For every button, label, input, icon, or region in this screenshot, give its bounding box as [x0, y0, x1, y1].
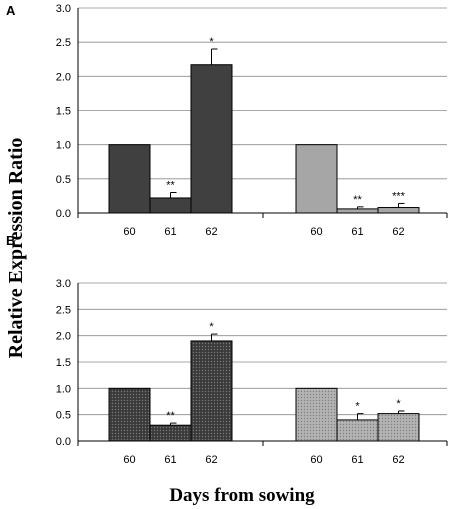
x-tick-label: 60 — [310, 454, 322, 466]
x-tick-label: 60 — [123, 454, 135, 466]
bar — [295, 387, 338, 442]
y-tick-label: 2.5 — [56, 304, 71, 316]
x-tick-label: 61 — [164, 226, 176, 238]
x-tick-label: 62 — [392, 454, 404, 466]
significance-marker: * — [209, 321, 214, 333]
y-tick-label: 2.0 — [56, 331, 71, 343]
bar — [336, 208, 379, 214]
bar — [336, 419, 379, 442]
panel-a: A 0.0 0.5 1.0 1.5 2.0 2.5 3.0 60 ** 61 * 62 60 ** 61 ***… — [6, 3, 448, 238]
y-tick-label: 2.0 — [56, 71, 71, 83]
significance-marker: * — [355, 401, 360, 413]
bar — [149, 424, 192, 442]
x-axis-title: Days from sowing — [169, 485, 315, 506]
bar — [295, 144, 338, 214]
bar — [190, 340, 233, 442]
significance-marker: * — [209, 36, 214, 48]
y-tick-label: 0.5 — [56, 410, 71, 422]
x-tick-label: 61 — [164, 454, 176, 466]
bar — [377, 413, 420, 442]
bar — [108, 144, 151, 214]
y-tick-label: 1.5 — [56, 357, 71, 369]
x-tick-label: 62 — [392, 226, 404, 238]
significance-marker: ** — [166, 180, 175, 192]
y-tick-label: 1.0 — [56, 383, 71, 395]
x-tick-label: 62 — [205, 226, 217, 238]
bar — [149, 197, 192, 214]
significance-marker: * — [396, 398, 401, 410]
y-tick-label: 3.0 — [56, 278, 71, 290]
bar — [108, 387, 151, 442]
x-tick-label: 61 — [351, 454, 363, 466]
significance-marker: ** — [166, 410, 175, 422]
y-tick-label: 1.0 — [56, 140, 71, 152]
y-tick-label: 1.5 — [56, 106, 71, 118]
panel-label: A — [6, 3, 16, 18]
y-axis-title: Relative Expression Ratio — [5, 138, 27, 359]
y-tick-label: 3.0 — [56, 3, 71, 15]
significance-marker: ** — [353, 194, 362, 206]
significance-marker: *** — [392, 190, 406, 202]
bar — [377, 207, 420, 214]
panel-b: B 0.0 0.5 1.0 1.5 2.0 2.5 3.0 60 ** 61 * 62 60 * 61 * 62 — [6, 233, 448, 466]
x-tick-label: 62 — [205, 454, 217, 466]
y-tick-label: 2.5 — [56, 37, 71, 49]
y-tick-label: 0.0 — [56, 436, 71, 448]
x-tick-label: 60 — [310, 226, 322, 238]
y-tick-label: 0.0 — [56, 208, 71, 220]
x-tick-label: 60 — [123, 226, 135, 238]
panel-label: B — [6, 233, 15, 248]
bar — [190, 64, 233, 214]
y-tick-label: 0.5 — [56, 174, 71, 186]
x-tick-label: 61 — [351, 226, 363, 238]
chart-panels: A0.00.51.01.52.02.53.060**61*62 60**61***… — [6, 3, 448, 466]
